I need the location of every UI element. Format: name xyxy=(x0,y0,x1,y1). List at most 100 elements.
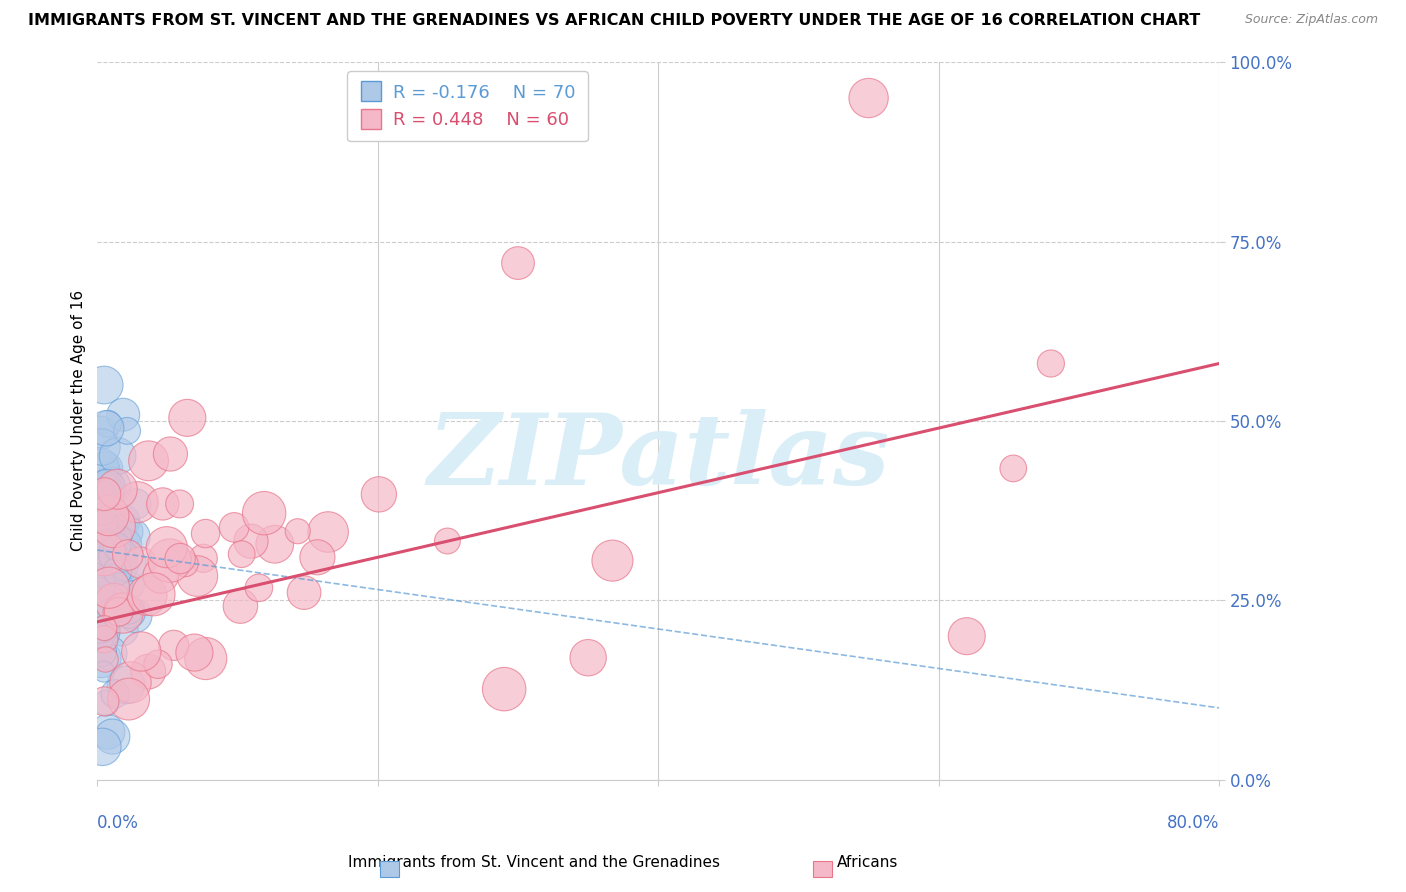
Point xyxy=(110,530,132,544)
Point xyxy=(174,557,197,571)
Text: 0.0%: 0.0% xyxy=(97,814,139,832)
Point xyxy=(125,497,148,511)
Point xyxy=(114,524,136,539)
Point xyxy=(104,687,127,701)
Point xyxy=(93,378,115,392)
Point xyxy=(105,540,128,554)
Point xyxy=(93,487,115,501)
Point xyxy=(169,497,191,511)
Point xyxy=(93,570,115,584)
Point xyxy=(96,421,118,435)
Point xyxy=(316,524,339,539)
Point xyxy=(494,682,516,697)
Point xyxy=(94,536,117,550)
Point xyxy=(159,553,181,567)
Point xyxy=(115,424,138,438)
Point xyxy=(602,554,624,568)
Point xyxy=(93,624,115,639)
Point xyxy=(104,601,127,615)
Point xyxy=(138,454,160,468)
Point xyxy=(97,516,120,530)
Point xyxy=(127,495,149,509)
Point xyxy=(89,495,111,509)
Point xyxy=(105,483,128,497)
Point xyxy=(107,449,129,463)
Point xyxy=(367,487,389,501)
Text: Africans: Africans xyxy=(837,855,898,870)
Point xyxy=(93,612,115,626)
Point xyxy=(176,410,198,425)
Point xyxy=(506,256,529,270)
Point xyxy=(156,540,179,554)
Point xyxy=(87,516,110,531)
Point xyxy=(93,621,115,635)
Point xyxy=(104,540,127,554)
Point xyxy=(100,479,122,493)
Point xyxy=(1039,357,1062,371)
Point xyxy=(96,481,118,495)
Point xyxy=(98,581,121,595)
Point xyxy=(98,646,121,660)
Point xyxy=(89,546,111,560)
Legend: R = -0.176    N = 70, R = 0.448    N = 60: R = -0.176 N = 70, R = 0.448 N = 60 xyxy=(347,71,588,142)
Point xyxy=(253,506,276,520)
Point xyxy=(96,598,118,612)
Point xyxy=(186,569,208,583)
Point xyxy=(97,483,120,498)
Point xyxy=(107,547,129,561)
Point xyxy=(115,554,138,568)
Point xyxy=(111,623,134,637)
Point xyxy=(231,547,253,561)
Point xyxy=(263,537,285,551)
Point xyxy=(117,556,139,570)
Point xyxy=(118,692,141,706)
Point xyxy=(94,541,117,555)
Point xyxy=(90,589,112,603)
Point xyxy=(93,632,115,647)
Point xyxy=(96,696,118,710)
Point xyxy=(114,538,136,552)
Point xyxy=(93,573,115,587)
Point xyxy=(97,417,120,431)
Point xyxy=(117,548,139,562)
Point xyxy=(89,578,111,592)
Point xyxy=(97,621,120,635)
Point xyxy=(121,578,143,592)
Point xyxy=(107,605,129,619)
Point xyxy=(90,560,112,574)
Point xyxy=(91,440,114,454)
Point xyxy=(94,652,117,666)
Point xyxy=(91,504,114,518)
Point xyxy=(163,638,186,652)
Point xyxy=(194,526,217,541)
Point xyxy=(307,550,329,565)
Point xyxy=(129,556,152,570)
Text: Source: ZipAtlas.com: Source: ZipAtlas.com xyxy=(1244,13,1378,27)
Point xyxy=(229,599,252,613)
Point xyxy=(101,730,124,744)
Point xyxy=(87,489,110,503)
Point xyxy=(89,460,111,475)
Point xyxy=(136,665,159,679)
Text: Immigrants from St. Vincent and the Grenadines: Immigrants from St. Vincent and the Gren… xyxy=(349,855,720,870)
Point xyxy=(107,564,129,578)
Point xyxy=(152,497,174,511)
Point xyxy=(287,524,309,539)
Point xyxy=(90,627,112,641)
Point xyxy=(858,91,880,105)
Point xyxy=(112,408,135,422)
Point xyxy=(118,603,141,617)
Point xyxy=(129,644,152,658)
Point xyxy=(94,462,117,476)
Point xyxy=(91,611,114,625)
Point xyxy=(87,616,110,631)
Point xyxy=(111,606,134,620)
Point xyxy=(90,651,112,665)
Point xyxy=(111,558,134,573)
Point xyxy=(142,587,165,601)
Point xyxy=(93,665,115,679)
Point xyxy=(93,694,115,708)
Point xyxy=(136,589,159,603)
Point xyxy=(98,464,121,478)
Point xyxy=(96,724,118,739)
